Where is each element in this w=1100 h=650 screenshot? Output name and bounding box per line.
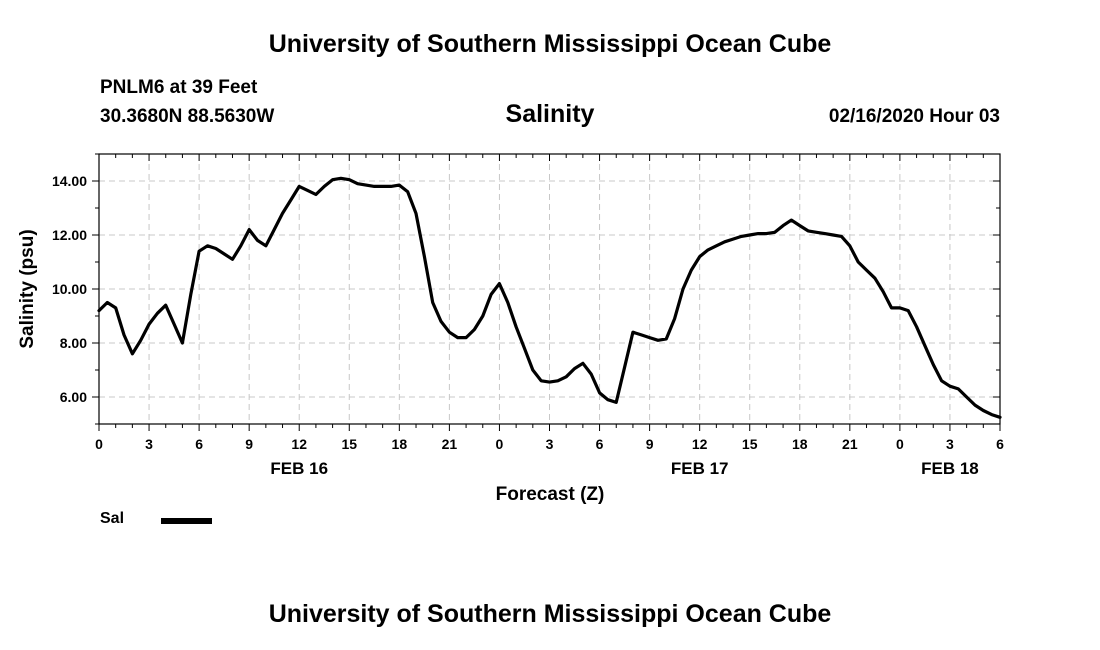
x-tick-label: 18 — [792, 436, 808, 452]
coordinates-label: 30.3680N 88.5630W — [100, 106, 275, 127]
y-tick-label: 12.00 — [52, 227, 87, 243]
x-tick-label: 9 — [245, 436, 253, 452]
x-tick-label: 21 — [442, 436, 458, 452]
legend-label: Sal — [100, 510, 125, 527]
x-tick-label: 0 — [95, 436, 103, 452]
y-axis-title: Salinity (psu) — [17, 229, 38, 348]
forecast-date-label: 02/16/2020 Hour 03 — [828, 106, 1000, 127]
x-tick-label: 12 — [692, 436, 708, 452]
x-tick-label: 3 — [145, 436, 153, 452]
y-tick-label: 8.00 — [60, 335, 87, 351]
x-tick-label: 6 — [596, 436, 604, 452]
x-tick-label: 6 — [996, 436, 1004, 452]
y-tick-label: 10.00 — [52, 281, 87, 297]
y-tick-label: 14.00 — [52, 173, 87, 189]
date-label: FEB 17 — [671, 459, 729, 478]
x-tick-label: 6 — [195, 436, 203, 452]
date-label: FEB 18 — [921, 459, 979, 478]
page-title: University of Southern Mississippi Ocean… — [268, 30, 832, 58]
station-label: PNLM6 at 39 Feet — [100, 77, 258, 98]
series-layer — [97, 176, 1002, 419]
x-tick-label: 12 — [291, 436, 307, 452]
date-label: FEB 16 — [270, 459, 328, 478]
grid-lines — [99, 154, 1000, 424]
series-line-sal — [97, 176, 1002, 419]
x-tick-label: 0 — [496, 436, 504, 452]
y-tick-label: 6.00 — [60, 389, 87, 405]
x-tick-label: 18 — [392, 436, 408, 452]
x-tick-label: 15 — [742, 436, 758, 452]
x-tick-label: 9 — [646, 436, 654, 452]
legend-swatch — [161, 518, 212, 524]
chart-title: Salinity — [505, 100, 595, 128]
x-tick-label: 0 — [896, 436, 904, 452]
axes: 0 3 6 9 12 15 18 21 0 3 6 9 12 15 18 21 0 3 6 6.00 8.00 10.00… — [52, 153, 1004, 478]
x-axis-title: Forecast (Z) — [496, 484, 605, 505]
x-tick-label: 3 — [546, 436, 554, 452]
x-tick-label: 3 — [946, 436, 954, 452]
x-tick-label: 21 — [842, 436, 858, 452]
x-tick-label: 15 — [341, 436, 357, 452]
footer-title: University of Southern Mississippi Ocean… — [268, 600, 832, 628]
